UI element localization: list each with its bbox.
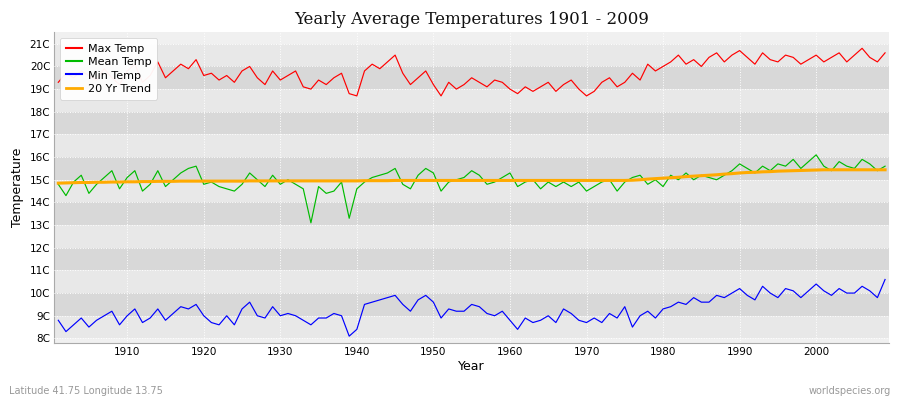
Bar [55,225,889,248]
Bar [55,134,889,157]
Bar [55,66,889,89]
Bar [55,157,889,180]
Text: Latitude 41.75 Longitude 13.75: Latitude 41.75 Longitude 13.75 [9,386,163,396]
Bar [55,202,889,225]
Bar [55,248,889,270]
Bar [55,316,889,338]
Bar [55,112,889,134]
Title: Yearly Average Temperatures 1901 - 2009: Yearly Average Temperatures 1901 - 2009 [294,11,649,28]
Text: worldspecies.org: worldspecies.org [809,386,891,396]
Y-axis label: Temperature: Temperature [11,148,24,227]
Bar [55,270,889,293]
X-axis label: Year: Year [458,360,485,373]
Bar [55,180,889,202]
Bar [55,293,889,316]
Bar [55,89,889,112]
Bar [55,44,889,66]
Legend: Max Temp, Mean Temp, Min Temp, 20 Yr Trend: Max Temp, Mean Temp, Min Temp, 20 Yr Tre… [60,38,157,100]
